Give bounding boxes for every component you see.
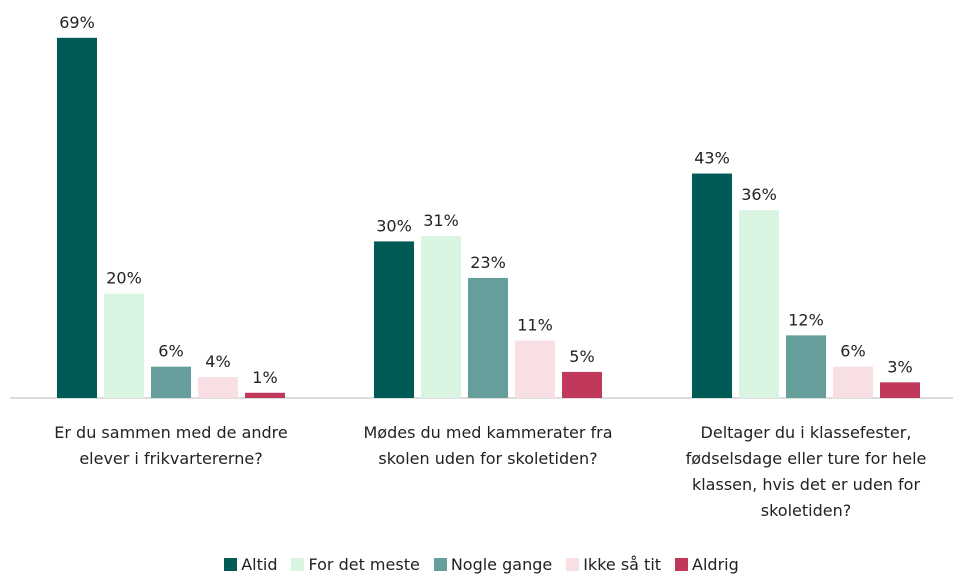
bar: [692, 173, 732, 398]
data-label: 23%: [470, 253, 506, 272]
bar: [245, 392, 285, 398]
bar: [374, 241, 414, 398]
data-label: 43%: [694, 149, 730, 168]
legend-label: Aldrig: [692, 555, 739, 574]
legend-item: Ikke så tit: [566, 555, 661, 574]
data-label: 12%: [788, 310, 824, 329]
bar: [515, 340, 555, 398]
legend-swatch: [433, 558, 447, 571]
legend-swatch: [566, 558, 580, 571]
legend: Altid For det meste Nogle gange Ikke så tit…: [0, 555, 963, 574]
bar: [198, 377, 238, 398]
data-label: 30%: [376, 216, 412, 235]
legend-label: Nogle gange: [450, 555, 553, 574]
data-label: 6%: [840, 342, 865, 361]
data-label: 6%: [158, 342, 183, 361]
legend-swatch: [291, 558, 305, 571]
data-label: 5%: [569, 347, 594, 366]
bar: [833, 366, 873, 398]
bar: [151, 366, 191, 398]
bar: [421, 236, 461, 398]
legend-item: For det meste: [291, 555, 420, 574]
bar: [468, 277, 508, 398]
category-label: Mødes du med kammerater fra skolen uden …: [363, 423, 613, 468]
bar: [562, 371, 602, 398]
legend-label: Ikke så tit: [583, 555, 662, 574]
legend-swatch: [224, 558, 238, 571]
bar: [57, 37, 97, 398]
category-label: Er du sammen med de andre elever i frikv…: [54, 423, 288, 468]
data-label: 69%: [59, 13, 95, 32]
data-label: 20%: [106, 269, 142, 288]
data-label: 1%: [252, 368, 277, 387]
data-label: 31%: [423, 211, 459, 230]
legend-item: Nogle gange: [433, 555, 553, 574]
bar: [104, 293, 144, 398]
bar: [880, 382, 920, 398]
bar: [739, 210, 779, 398]
bar: [786, 335, 826, 398]
data-label: 36%: [741, 185, 777, 204]
legend-label: For det meste: [308, 555, 420, 574]
legend-swatch: [675, 558, 689, 571]
legend-item: Altid: [224, 555, 277, 574]
data-label: 3%: [887, 357, 912, 376]
category-label: Deltager du i klassefester, fødselsdage …: [685, 423, 927, 520]
legend-item: Aldrig: [675, 555, 739, 574]
data-label: 11%: [517, 316, 553, 335]
data-label: 4%: [205, 352, 230, 371]
legend-label: Altid: [241, 555, 278, 574]
